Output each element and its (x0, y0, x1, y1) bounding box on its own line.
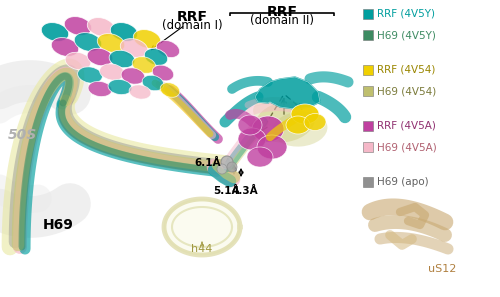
Ellipse shape (52, 38, 78, 56)
Ellipse shape (98, 34, 124, 52)
Text: H69 (4V54): H69 (4V54) (377, 86, 436, 96)
Bar (363, 142, 373, 152)
Ellipse shape (252, 116, 284, 142)
Circle shape (227, 162, 237, 172)
Text: 5.1Å: 5.1Å (214, 186, 240, 196)
Ellipse shape (64, 17, 92, 35)
Ellipse shape (156, 40, 180, 58)
Bar (363, 30, 373, 40)
Ellipse shape (87, 48, 113, 66)
Ellipse shape (238, 115, 262, 135)
Polygon shape (255, 77, 320, 109)
Text: H69 (apo): H69 (apo) (377, 177, 428, 187)
Text: H69 (4V5A): H69 (4V5A) (377, 142, 437, 152)
Ellipse shape (291, 104, 319, 124)
Ellipse shape (129, 85, 151, 99)
Text: RRF (4V5A): RRF (4V5A) (377, 121, 436, 131)
Text: 6.1Å: 6.1Å (194, 158, 221, 168)
Text: h44: h44 (192, 244, 212, 254)
Ellipse shape (247, 147, 273, 167)
Ellipse shape (152, 65, 174, 81)
Ellipse shape (78, 67, 102, 83)
Ellipse shape (134, 30, 160, 48)
Text: uS12: uS12 (428, 264, 456, 274)
Ellipse shape (256, 102, 314, 142)
Ellipse shape (238, 128, 266, 150)
Ellipse shape (121, 68, 145, 84)
Circle shape (221, 156, 233, 168)
Ellipse shape (65, 52, 91, 70)
Text: (domain I): (domain I) (162, 19, 222, 32)
Ellipse shape (120, 39, 148, 57)
Ellipse shape (253, 97, 303, 127)
Text: RRF (4V5Y): RRF (4V5Y) (377, 9, 435, 19)
Ellipse shape (286, 116, 310, 134)
Ellipse shape (144, 48, 168, 65)
Ellipse shape (88, 18, 115, 37)
Ellipse shape (109, 50, 135, 68)
Ellipse shape (100, 64, 124, 80)
Text: (domain II): (domain II) (250, 14, 314, 27)
Ellipse shape (304, 113, 326, 130)
Bar (363, 121, 373, 131)
Ellipse shape (160, 83, 180, 97)
Text: RRF: RRF (176, 10, 208, 24)
Bar (363, 65, 373, 75)
Ellipse shape (272, 111, 328, 147)
Text: H69: H69 (42, 218, 74, 232)
Text: H69 (4V5Y): H69 (4V5Y) (377, 30, 436, 40)
Circle shape (217, 164, 227, 174)
Ellipse shape (142, 75, 164, 91)
Polygon shape (164, 199, 240, 255)
Ellipse shape (257, 135, 287, 159)
Ellipse shape (88, 81, 112, 97)
Ellipse shape (42, 23, 68, 41)
Text: 50S: 50S (8, 128, 36, 142)
Text: RRF: RRF (266, 5, 298, 19)
Ellipse shape (110, 23, 138, 41)
Bar (363, 177, 373, 187)
Ellipse shape (132, 57, 156, 73)
Ellipse shape (74, 33, 102, 51)
Ellipse shape (108, 79, 132, 95)
Text: RRF (4V54): RRF (4V54) (377, 65, 436, 75)
Bar (363, 86, 373, 96)
Bar (363, 9, 373, 19)
Text: 4.3Å: 4.3Å (232, 186, 258, 196)
